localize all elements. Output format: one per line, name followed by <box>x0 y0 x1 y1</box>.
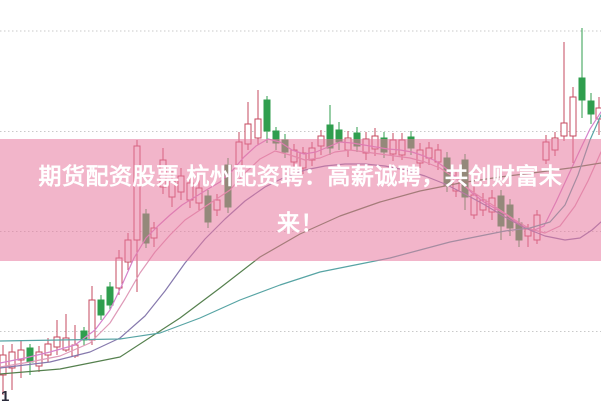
candle-down <box>106 286 114 306</box>
candle-up <box>0 354 7 376</box>
candle-down <box>97 299 105 316</box>
candle-down <box>263 99 271 132</box>
candle-up <box>560 122 568 137</box>
candle-down <box>578 77 586 101</box>
candle-up <box>44 343 52 356</box>
candle-up <box>53 336 61 348</box>
candle-up <box>62 337 70 351</box>
promo-headline: 期货配资股票 杭州配资聘：高薪诚聘，共创财富未 来！ <box>0 153 601 247</box>
promo-banner: 期货配资股票 杭州配资聘：高薪诚聘，共创财富未 来！ <box>0 139 601 261</box>
partial-axis-label: 1 <box>1 388 10 405</box>
promo-headline-line2: 来！ <box>277 210 324 236</box>
candle-down <box>587 100 595 115</box>
candle-down <box>26 347 34 363</box>
candle-up <box>115 257 123 289</box>
candle-up <box>17 349 25 361</box>
promo-headline-line1: 期货配资股票 杭州配资聘：高薪诚聘，共创财富未 <box>38 163 563 189</box>
candle-up <box>254 118 262 139</box>
candle-up <box>569 96 577 137</box>
